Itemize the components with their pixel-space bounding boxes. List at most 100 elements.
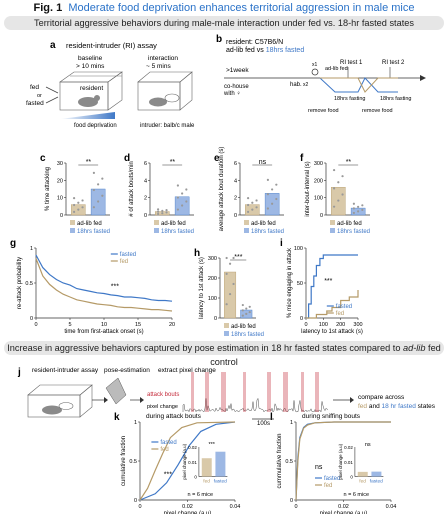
sig-label: ** bbox=[170, 159, 176, 166]
figure-title-text: Moderate food deprivation enhances terri… bbox=[68, 2, 415, 14]
week-label: >1week bbox=[226, 67, 249, 74]
data-point bbox=[225, 272, 228, 275]
remove-food-label-1: remove food bbox=[308, 108, 339, 114]
data-point bbox=[101, 177, 104, 180]
y-axis-label: cumulative fraction bbox=[121, 436, 127, 486]
panel-letter-i: i bbox=[280, 238, 283, 249]
figure-title: Fig. 1 Moderate food deprivation enhance… bbox=[0, 2, 448, 14]
panel-e: e 0 2 4 6 average attack bout duration (s) ns a… bbox=[214, 147, 284, 235]
y-tick-label: 2 bbox=[144, 196, 147, 202]
y-tick-label: 100 bbox=[294, 246, 303, 252]
j-mouse-icon bbox=[42, 405, 62, 415]
data-point bbox=[165, 209, 168, 212]
panel-l: l 0 0.02 0.04 0 0.5 1 pixel change (a.u) cummula… bbox=[270, 412, 396, 514]
inset-bar-fed bbox=[357, 471, 368, 477]
data-point bbox=[275, 197, 278, 201]
data-point bbox=[241, 303, 244, 307]
data-point bbox=[97, 183, 100, 186]
y-tick-label: 0 bbox=[214, 316, 217, 322]
data-point bbox=[361, 204, 364, 207]
inset-sig-label: ns bbox=[365, 442, 371, 448]
data-point bbox=[357, 210, 360, 213]
data-point bbox=[181, 204, 184, 207]
fasting-label-1: 18hrs fasting bbox=[334, 96, 366, 102]
y-tick-label: 0 bbox=[300, 316, 303, 322]
data-point bbox=[271, 188, 274, 191]
data-point bbox=[77, 201, 80, 204]
cohouse-sym: with ♀ bbox=[223, 91, 241, 97]
ri-test2-label: RI test 2 bbox=[382, 60, 405, 66]
panel-b-line2: ad-lib fed vs 18hrs fasted bbox=[226, 47, 304, 54]
data-point bbox=[81, 199, 84, 202]
sig-label: *** bbox=[164, 472, 172, 479]
y-tick-label: 0.5 bbox=[25, 281, 33, 287]
data-point bbox=[156, 208, 160, 211]
panel-k: k 0 0.02 0.04 0 0.5 1 pixel change (a.u) cumulat… bbox=[114, 412, 240, 514]
legend-swatch-fed bbox=[244, 220, 249, 225]
compare-label-1: compare across bbox=[358, 394, 405, 401]
data-point bbox=[266, 193, 269, 196]
data-point bbox=[176, 184, 179, 187]
series-line-fasted bbox=[306, 254, 358, 319]
adlib-mini-label: ad-lib fed bbox=[325, 66, 348, 72]
x-tick-label: 0 bbox=[304, 322, 307, 328]
data-point bbox=[228, 292, 232, 296]
fasted-label: fasted bbox=[26, 100, 44, 107]
panel-b: b resident: C57B6/N ad-lib fed vs 18hrs … bbox=[216, 34, 426, 114]
y-tick-label: 0 bbox=[290, 498, 293, 504]
figure-label: Fig. 1 bbox=[33, 2, 63, 14]
data-point bbox=[77, 208, 80, 211]
sig-label: *** bbox=[324, 278, 332, 285]
y-tick-label: 1 bbox=[290, 420, 293, 426]
food-deprivation-label: food deprivation bbox=[74, 123, 117, 129]
y-axis-label: average attack bout duration (s) bbox=[219, 147, 225, 232]
inset-y-label: pixel change (a.u) bbox=[182, 443, 187, 479]
y-tick-label: 30 bbox=[57, 161, 63, 167]
y-tick-label: 0 bbox=[234, 213, 237, 219]
section-band-bottom: Increase in aggressive behaviors capture… bbox=[4, 341, 444, 367]
legend-label-fed: fed bbox=[324, 483, 332, 489]
extract-label: extract pixel change bbox=[158, 367, 216, 374]
x-tick-label: 0.04 bbox=[386, 504, 397, 510]
y-tick-label: 2 bbox=[234, 196, 237, 202]
data-point bbox=[81, 206, 84, 209]
y-tick-label: 4 bbox=[234, 178, 237, 184]
inset-bar-fasted bbox=[371, 471, 382, 477]
y-axis-label: latency to 1st attack (s) bbox=[199, 257, 205, 319]
y-axis-label: cummulative fraction bbox=[277, 433, 283, 488]
series-line-fasted bbox=[139, 421, 236, 501]
data-point bbox=[101, 194, 104, 197]
inset-y-label: pixel change (a.u) bbox=[338, 443, 343, 479]
n-label: n = 6 mice bbox=[344, 492, 370, 498]
series-line-fasted bbox=[35, 254, 173, 302]
panel-letter-k: k bbox=[114, 412, 120, 423]
x-tick-label: 300 bbox=[353, 322, 362, 328]
intruder-cage bbox=[137, 71, 193, 111]
y-axis-label: # of attack bouts/min bbox=[129, 161, 135, 216]
x-tick-label: 200 bbox=[336, 322, 345, 328]
data-point bbox=[232, 282, 235, 286]
attack-bouts-label: attack bouts bbox=[147, 392, 179, 398]
attack-bout-mark bbox=[267, 372, 271, 412]
baseline-time: > 10 mins bbox=[76, 63, 105, 70]
inset-sig-label: *** bbox=[209, 442, 216, 448]
x-tick-label: 0 bbox=[34, 322, 37, 328]
attack-bout-mark bbox=[301, 372, 304, 412]
panel-letter-l: l bbox=[270, 412, 273, 423]
x-tick-label: 15 bbox=[135, 322, 141, 328]
cohouse-label: co-house bbox=[224, 84, 249, 90]
data-point bbox=[255, 206, 258, 209]
remove-food-label-2: remove food bbox=[362, 108, 393, 114]
legend-label-fed: ad-lib fed bbox=[251, 221, 276, 227]
legend-label-fasted: 18hrs fasted bbox=[161, 229, 194, 235]
x-axis-label: latency to 1st attack (s) bbox=[301, 329, 363, 335]
data-point bbox=[337, 181, 340, 184]
assay-label: resident-intruder assay bbox=[32, 367, 99, 374]
food-deprivation-gradient bbox=[60, 112, 115, 119]
inset-y-tick-label: 0.02 bbox=[344, 445, 353, 450]
panel-b-line1: resident: C57B6/N bbox=[226, 39, 283, 46]
y-tick-label: 100 bbox=[314, 196, 323, 202]
resident-mouse-icon bbox=[78, 97, 98, 107]
